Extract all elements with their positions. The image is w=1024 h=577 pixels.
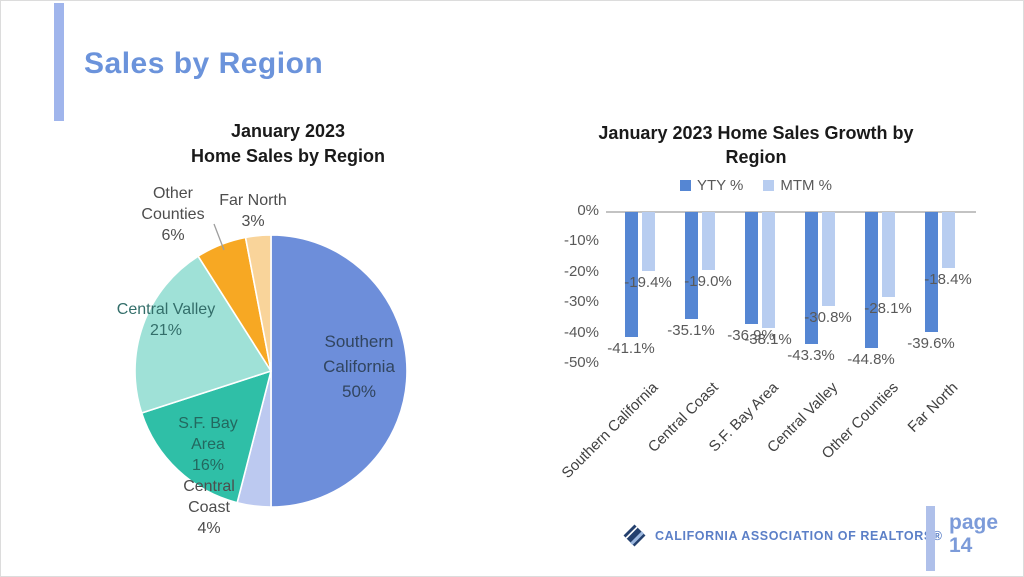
bar-mtm-central-coast [701, 212, 715, 270]
pie-label-central-coast: Central Coast 4% [183, 478, 235, 537]
pie-chart-title-line2: Home Sales by Region [190, 146, 386, 166]
legend-label-mtm: MTM % [780, 177, 833, 194]
pie-chart-title-line1: January 2023 [230, 121, 346, 141]
y-axis-tick-label: -50% [563, 354, 599, 371]
pie-label-other-counties: Other Counties 6% [141, 185, 205, 244]
pie-plot [133, 233, 409, 509]
x-category-label: Southern California [558, 379, 662, 482]
legend-swatch-yty-icon [679, 180, 691, 191]
bar-value-label: -43.3% [787, 346, 835, 364]
pie-chart: Southern California 50% Central Coast 4%… [81, 179, 511, 569]
footer-org-name: CALIFORNIA ASSOCIATION OF REALTORS® [655, 529, 943, 543]
page-divider [926, 506, 935, 571]
x-category-label: Far North [904, 379, 962, 436]
pie-slice-far-north [244, 234, 272, 372]
y-axis-tick-label: -40% [563, 323, 599, 341]
bar-yty-central-coast [684, 212, 698, 319]
bar-mtm-southern-california [641, 212, 655, 271]
bar-value-label: -28.1% [864, 300, 912, 318]
bar-yty-central-valley [804, 212, 818, 344]
y-axis: 0% -10% -20% -30% -40% -50% [539, 202, 599, 391]
bar-chart-title-line1: January 2023 Home Sales Growth by [598, 123, 914, 143]
pie-slice-s-f-bay-area [140, 370, 272, 504]
bar-value-label: -30.8% [804, 308, 852, 326]
y-axis-tick-label: 0% [577, 202, 599, 219]
page-indicator: page 14 [949, 511, 998, 557]
bar-value-label: -41.1% [607, 339, 655, 357]
slide-title: Sales by Region [84, 47, 324, 80]
legend-item-yty: YTY % [679, 177, 744, 194]
pie-label-sf-bay-area: S.F. Bay Area 16% [178, 415, 238, 474]
bar-value-label: -38.1% [744, 330, 792, 348]
bar-chart-title-line2: Region [725, 147, 787, 167]
pie-slice-central-valley [134, 255, 272, 414]
bar-mtm-central-valley [821, 212, 835, 306]
bar-yty-far-north [924, 212, 938, 333]
bar-value-label: -18.4% [924, 270, 972, 288]
legend-item-mtm: MTM % [763, 177, 832, 194]
bar-mtm-other-counties [881, 212, 895, 298]
bar-value-label: -35.1% [667, 321, 715, 339]
legend-label-yty: YTY % [696, 177, 744, 194]
legend-swatch-mtm-icon [763, 180, 775, 191]
bar-value-label: -36.9% [727, 327, 775, 345]
bar-yty-other-counties [864, 212, 878, 349]
y-axis-tick-label: -30% [563, 293, 599, 311]
bar-mtm-s-f-bay-area [761, 212, 775, 328]
bar-value-label: -19.4% [624, 273, 672, 291]
y-axis-tick-label: -20% [563, 262, 599, 280]
bar-value-label: -44.8% [847, 351, 895, 369]
bar-yty-s-f-bay-area [744, 212, 758, 325]
accent-bar [54, 3, 64, 121]
bar-chart-legend: YTY % MTM % [541, 177, 971, 194]
pie-label-central-valley: Central Valley 21% [116, 301, 216, 339]
bar-plot: -41.1% -19.4% -35.1% -19.0% -36.9% -38.1% -43.… [606, 211, 976, 376]
bar-chart: January 2023 Home Sales Growth by Region… [521, 111, 1011, 551]
bar-mtm-far-north [941, 212, 955, 268]
bar-chart-title: January 2023 Home Sales Growth by Region [541, 121, 971, 169]
y-axis-tick-label: -10% [563, 232, 599, 250]
pie-label-southern-california: Southern California 50% [323, 332, 395, 401]
page-label: page [949, 511, 999, 534]
x-axis: Southern California Central Coast S.F. Bay… [559, 379, 976, 529]
bar-yty-southern-california [624, 212, 638, 337]
bar-value-label: -39.6% [907, 335, 955, 353]
car-logo-icon [623, 524, 646, 547]
page-number: 14 [949, 534, 973, 557]
bar-value-label: -19.0% [684, 272, 732, 290]
pie-chart-title: January 2023 Home Sales by Region [98, 119, 478, 169]
pie-slice-southern-california [270, 234, 408, 508]
zero-gridline [606, 211, 976, 213]
pie-label-far-north: Far North 3% [219, 192, 287, 230]
